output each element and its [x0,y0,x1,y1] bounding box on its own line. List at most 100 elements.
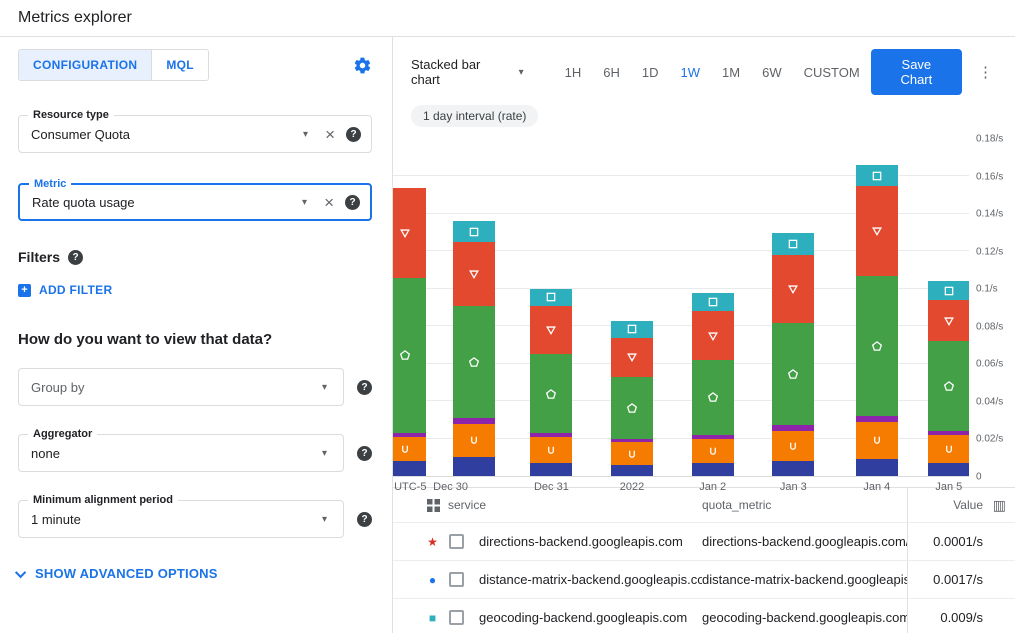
series-star-icon: ★ [427,534,438,549]
chevron-down-icon: ▾ [303,128,309,140]
service-cell: ■ geocoding-backend.googleapis.com [393,610,702,625]
cup-marker-icon [401,445,408,453]
range-custom-button[interactable]: CUSTOM [793,58,871,87]
gridline [393,362,969,364]
series-navy-segment [691,462,734,476]
stacked-bar [927,139,969,476]
stacked-bar [855,139,898,476]
service-name: directions-backend.googleapis.com [479,534,683,549]
gridline [393,250,969,252]
metric-select[interactable]: Metric Rate quota usage ▾ × [18,178,372,221]
square-marker-icon [469,227,478,237]
triangle-down-marker-icon [707,332,718,341]
series-green-segment [393,277,426,433]
filters-help-icon[interactable] [68,249,84,265]
series-green-segment [927,341,969,432]
series-navy-segment [530,462,573,476]
alignment-period-value: 1 minute [31,511,81,527]
group-by-help-icon[interactable] [357,379,372,395]
series-purple-segment [530,432,573,437]
chart-type-select[interactable]: Stacked bar chart ▾ [411,57,530,87]
group-by-row: Group by ▾ [18,368,372,406]
show-advanced-options-button[interactable]: SHOW ADVANCED OPTIONS [14,566,372,581]
series-navy-segment [611,464,654,476]
metric-help-icon[interactable] [345,194,360,210]
resource-type-label: Resource type [28,109,114,121]
tab-mql[interactable]: MQL [151,50,208,80]
header-quota-metric-cell[interactable]: quota_metric [702,498,907,512]
range-1m-button[interactable]: 1M [711,58,751,87]
settings-gear-icon[interactable] [352,55,372,75]
tab-configuration[interactable]: CONFIGURATION [19,50,152,80]
series-purple-segment [611,438,654,443]
toggle-series-icon[interactable] [427,498,440,512]
series-purple-segment [452,417,495,424]
quota-metric-cell: geocoding-backend.googleapis.com/billab [702,610,907,625]
alignment-help-icon[interactable] [357,511,372,527]
clear-resource-icon[interactable]: × [325,124,335,144]
more-options-icon[interactable]: ⋮ [978,64,993,81]
page-header: Metrics explorer [0,0,1015,37]
series-teal-segment [452,221,495,243]
service-name: distance-matrix-backend.googleapis.com [479,572,702,587]
x-tick-label: 2022 [619,481,645,493]
table-header-row: service quota_metric Value ▥ [393,488,1015,523]
aggregator-help-icon[interactable] [357,445,372,461]
pentagon-marker-icon [871,340,882,351]
pentagon-marker-icon [943,381,954,391]
header-service-cell[interactable]: service [393,498,702,512]
table-row: ● distance-matrix-backend.googleapis.com d… [393,561,1015,599]
pentagon-marker-icon [788,369,799,379]
alignment-period-select[interactable]: Minimum alignment period 1 minute ▾ [18,494,344,538]
row-checkbox[interactable] [449,572,464,587]
gridline [393,175,969,177]
y-tick-label: 0.18/s [976,133,1004,145]
add-icon [18,283,31,297]
cup-marker-icon [945,445,952,453]
stacked-bar [452,139,495,476]
table-row: ■ geocoding-backend.googleapis.com geocodi… [393,599,1015,633]
x-tick-label: Jan 5 [935,481,963,493]
range-1h-button[interactable]: 1H [554,58,593,87]
pentagon-marker-icon [626,402,638,413]
series-navy-segment [452,457,495,476]
square-marker-icon [627,324,637,334]
series-green-segment [611,376,654,439]
column-settings-icon[interactable]: ▥ [992,497,1006,513]
header-value-cell[interactable]: Value ▥ [907,488,1015,522]
group-by-placeholder: Group by [31,379,85,395]
header-quota-metric-label: quota_metric [702,498,772,512]
square-marker-icon [944,286,954,295]
resource-type-help-icon[interactable] [346,126,361,142]
series-orange-segment [691,438,734,463]
series-teal-segment [772,232,815,256]
y-tick-label: 0.06/s [976,358,1004,370]
row-checkbox[interactable] [449,534,464,549]
resource-type-select[interactable]: Resource type Consumer Quota ▾ × [18,109,372,153]
range-6w-button[interactable]: 6W [751,58,793,87]
interval-chip: 1 day interval (rate) [411,105,539,127]
triangle-down-marker-icon [468,270,479,279]
pentagon-marker-icon [707,392,718,403]
clear-metric-icon[interactable]: × [324,192,334,212]
chart-type-value: Stacked bar chart [411,57,481,87]
range-6h-button[interactable]: 6H [592,58,631,87]
aggregator-value: none [31,445,60,461]
series-orange-segment [772,431,815,462]
chevron-down-icon: ▾ [321,381,327,393]
value-cell: 0.0017/s [907,561,1015,598]
y-tick-label: 0.02/s [976,433,1004,445]
service-cell: ★ directions-backend.googleapis.com [393,534,702,549]
pentagon-marker-icon [468,356,479,367]
row-checkbox[interactable] [449,610,464,625]
series-green-segment [530,354,573,433]
range-1d-button[interactable]: 1D [631,58,670,87]
aggregator-select[interactable]: Aggregator none ▾ [18,428,344,472]
add-filter-button[interactable]: ADD FILTER [18,283,372,297]
range-1w-button[interactable]: 1W [670,58,712,87]
triangle-down-marker-icon [871,227,882,236]
series-red-segment [611,337,654,377]
pentagon-marker-icon [399,350,410,361]
save-chart-button[interactable]: Save Chart [870,49,962,95]
group-by-select[interactable]: Group by ▾ [18,368,344,406]
